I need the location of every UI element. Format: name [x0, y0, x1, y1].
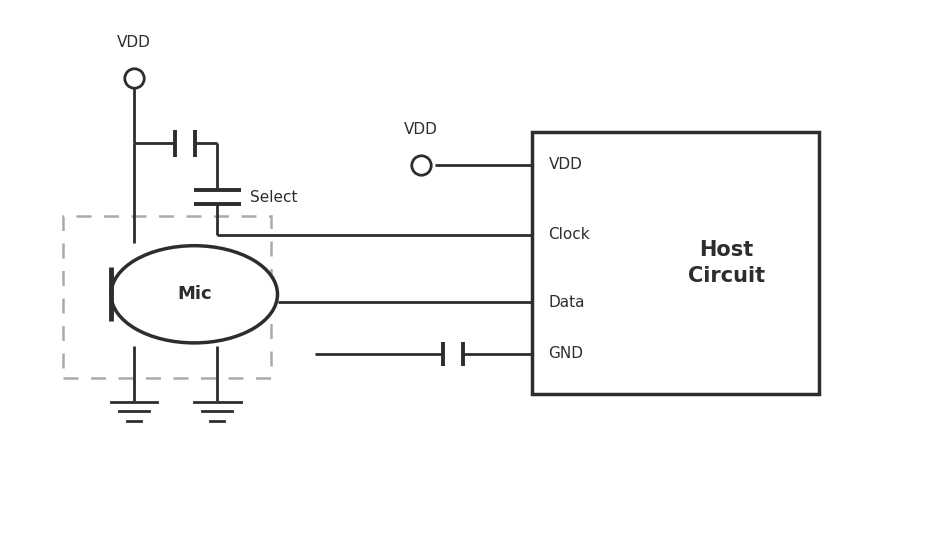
Bar [532, 132, 819, 394]
Text: GND: GND [549, 346, 584, 361]
Text: VDD: VDD [549, 157, 583, 172]
Text: Host
Circuit: Host Circuit [687, 240, 765, 286]
Text: VDD: VDD [404, 122, 438, 137]
Text: VDD: VDD [117, 35, 151, 50]
Circle shape [111, 246, 278, 343]
Text: Select: Select [250, 190, 297, 205]
Text: Mic: Mic [177, 285, 212, 303]
Text: Clock: Clock [549, 227, 590, 242]
Text: Data: Data [549, 295, 585, 310]
